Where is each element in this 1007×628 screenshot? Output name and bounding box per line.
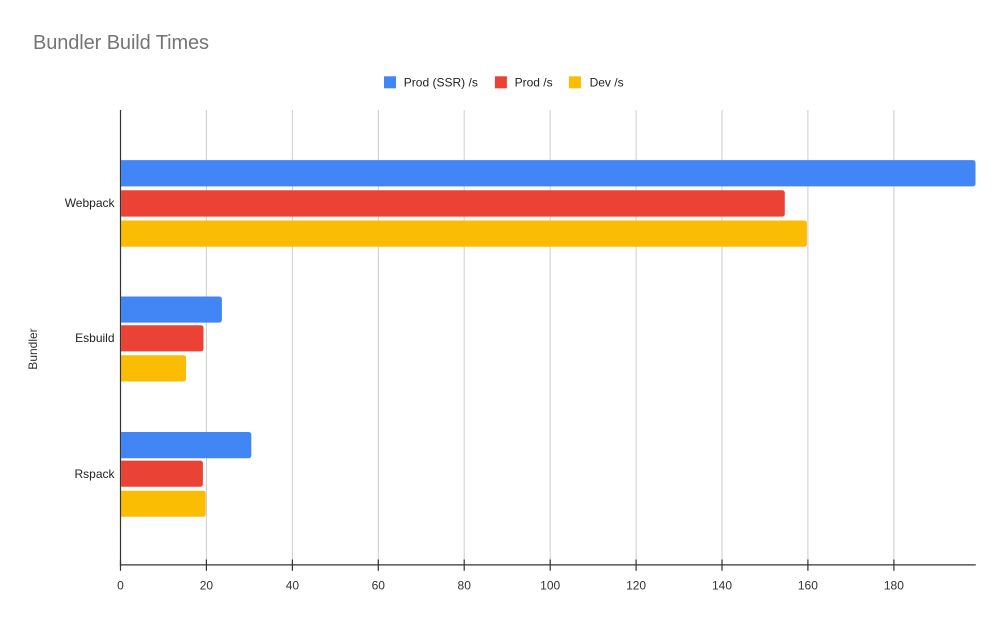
- svg-text:Bundler Build Times: Bundler Build Times: [33, 32, 209, 54]
- svg-text:20: 20: [200, 579, 214, 593]
- svg-text:Webpack: Webpack: [65, 196, 116, 210]
- svg-text:Rspack: Rspack: [74, 467, 115, 481]
- svg-text:0: 0: [117, 579, 124, 593]
- svg-text:Prod /s: Prod /s: [515, 76, 553, 90]
- svg-text:140: 140: [712, 579, 732, 593]
- svg-text:Dev /s: Dev /s: [590, 76, 624, 90]
- svg-text:40: 40: [286, 579, 300, 593]
- svg-text:80: 80: [458, 579, 472, 593]
- svg-text:120: 120: [626, 579, 646, 593]
- svg-text:160: 160: [798, 579, 818, 593]
- svg-text:180: 180: [884, 579, 904, 593]
- svg-text:100: 100: [540, 579, 560, 593]
- svg-text:Esbuild: Esbuild: [75, 331, 114, 345]
- svg-text:Prod (SSR) /s: Prod (SSR) /s: [404, 76, 478, 90]
- svg-text:60: 60: [372, 579, 386, 593]
- svg-text:Bundler: Bundler: [26, 328, 40, 369]
